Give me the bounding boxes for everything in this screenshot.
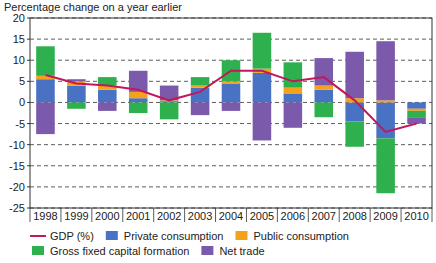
x-separator (30, 208, 31, 222)
plot-marks (36, 33, 426, 193)
bar (36, 46, 55, 76)
y-tick-label: 15 (13, 33, 25, 45)
bar (345, 52, 364, 98)
bar (407, 111, 426, 117)
plot-frame (30, 18, 432, 208)
y-tick-label: -15 (9, 160, 25, 172)
bar (284, 88, 303, 94)
x-separator (122, 208, 123, 222)
legend-label: Private consumption (124, 230, 224, 242)
x-tick-label: 2001 (126, 210, 150, 222)
bar (98, 102, 117, 110)
bar (36, 102, 55, 134)
x-separator (184, 208, 185, 222)
bar (129, 98, 148, 102)
bar (284, 102, 303, 127)
x-tick-label: 2000 (95, 210, 119, 222)
x-separator (339, 208, 340, 222)
y-tick-label: -10 (9, 139, 25, 151)
bar (98, 90, 117, 103)
y-tick-label: 0 (19, 96, 25, 108)
bar (253, 33, 272, 69)
x-tick-label: 2005 (250, 210, 274, 222)
bar (129, 102, 148, 113)
x-tick-label: 2009 (373, 210, 397, 222)
bar (345, 102, 364, 121)
x-separator (153, 208, 154, 222)
x-separator (401, 208, 402, 222)
x-separator (60, 208, 61, 222)
legend-swatch (235, 231, 247, 240)
bar (36, 79, 55, 102)
bar (314, 90, 333, 103)
grid-line (30, 186, 432, 187)
legend-item: Private consumption (106, 230, 224, 242)
legend-label: Net trade (219, 245, 264, 257)
legend-item: Gross fixed capital formation (32, 245, 189, 257)
bar (191, 88, 210, 103)
grid-line (30, 165, 432, 166)
legend-swatch (32, 246, 44, 255)
legend-label: Gross fixed capital formation (50, 245, 189, 257)
bar (191, 77, 210, 85)
bar (253, 73, 272, 103)
bar (222, 102, 241, 110)
x-tick-label: 2010 (404, 210, 428, 222)
bar (191, 102, 210, 115)
x-separator (91, 208, 92, 222)
chart: Percentage change on a year earlier -25 -2… (0, 0, 436, 263)
legend-label: Public consumption (253, 230, 348, 242)
legend-item: Public consumption (235, 230, 348, 242)
bar (67, 86, 86, 103)
legend-swatch (106, 231, 118, 240)
x-separator (277, 208, 278, 222)
y-tick-label: 5 (19, 75, 25, 87)
x-tick-label: 1999 (64, 210, 88, 222)
x-tick-label: 2002 (157, 210, 181, 222)
legend-swatch (30, 235, 46, 237)
x-tick-label: 2006 (281, 210, 305, 222)
x-tick-label: 2007 (312, 210, 336, 222)
x-separator (308, 208, 309, 222)
grid-line (30, 144, 432, 145)
bar (376, 138, 395, 193)
bar (284, 62, 303, 87)
legend-swatch (201, 246, 213, 255)
x-separator (246, 208, 247, 222)
x-tick-label: 2003 (188, 210, 212, 222)
x-separator (215, 208, 216, 222)
y-label: Percentage change on a year earlier (4, 1, 182, 13)
bar (67, 102, 86, 108)
bar (314, 102, 333, 117)
bar (407, 102, 426, 108)
bar (314, 86, 333, 90)
bar (160, 102, 179, 119)
bar (376, 41, 395, 100)
bar (407, 117, 426, 123)
legend-item: GDP (%) (30, 230, 94, 242)
legend-item: Net trade (201, 245, 264, 257)
y-tick-label: -5 (15, 118, 25, 130)
x-separator (370, 208, 371, 222)
y-tick-label: -20 (9, 181, 25, 193)
legend-label: GDP (%) (50, 230, 94, 242)
gdp-line (45, 71, 416, 132)
x-tick-label: 2004 (219, 210, 243, 222)
x-separator (432, 208, 433, 222)
x-tick-label: 1998 (33, 210, 57, 222)
grid-line (30, 39, 432, 40)
grid-line (30, 123, 432, 124)
y-tick-label: 10 (13, 54, 25, 66)
bar (345, 121, 364, 146)
bar (253, 102, 272, 140)
y-tick-label: -25 (9, 202, 25, 214)
bar (284, 94, 303, 102)
bar (222, 81, 241, 83)
x-tick-label: 2008 (342, 210, 366, 222)
y-tick-label: 20 (13, 12, 25, 24)
bar (376, 100, 395, 102)
bar (407, 109, 426, 111)
bar (222, 83, 241, 102)
